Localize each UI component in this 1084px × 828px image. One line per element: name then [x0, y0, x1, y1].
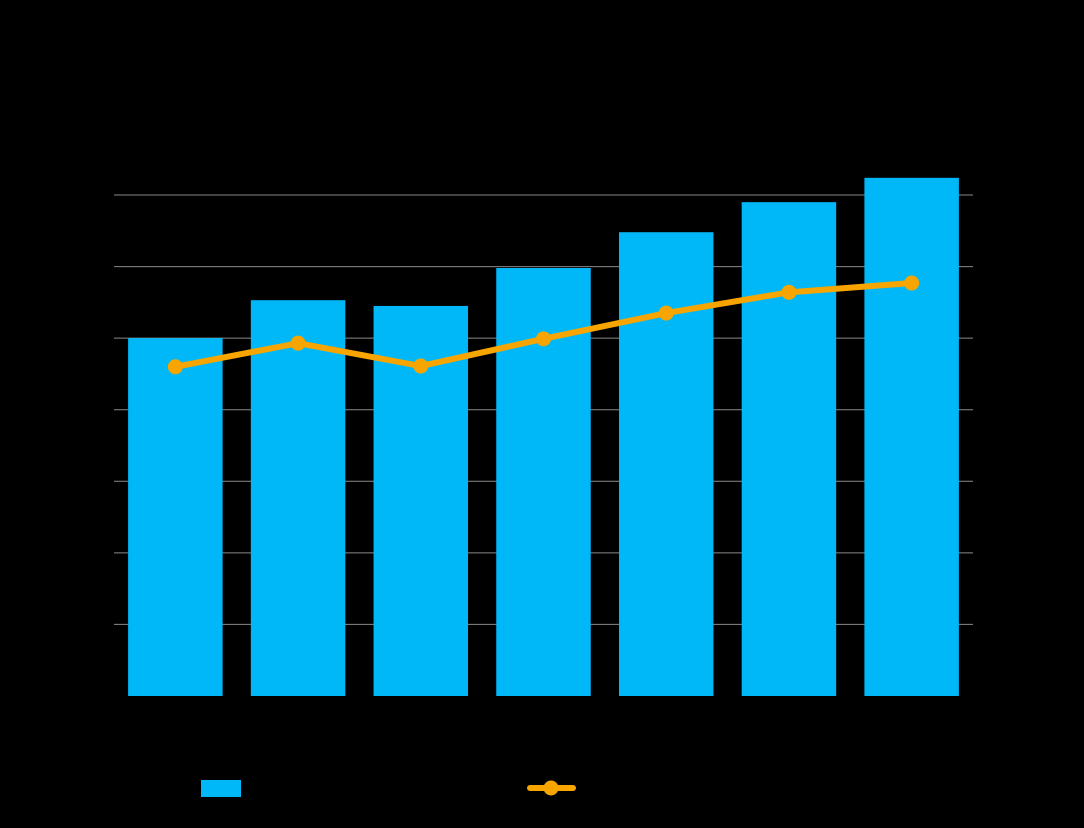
- bar: [618, 232, 714, 696]
- line-marker: [658, 305, 674, 321]
- legend-swatch: [201, 780, 241, 797]
- legend-swatch: [543, 780, 559, 796]
- bar: [864, 177, 959, 696]
- bar: [741, 202, 837, 696]
- line-marker: [413, 358, 429, 374]
- line-marker: [904, 275, 920, 291]
- bar: [250, 300, 346, 696]
- line-marker: [167, 359, 183, 375]
- line-marker: [290, 335, 306, 351]
- bar: [128, 338, 223, 696]
- line-marker: [536, 331, 551, 347]
- line-marker: [781, 284, 797, 300]
